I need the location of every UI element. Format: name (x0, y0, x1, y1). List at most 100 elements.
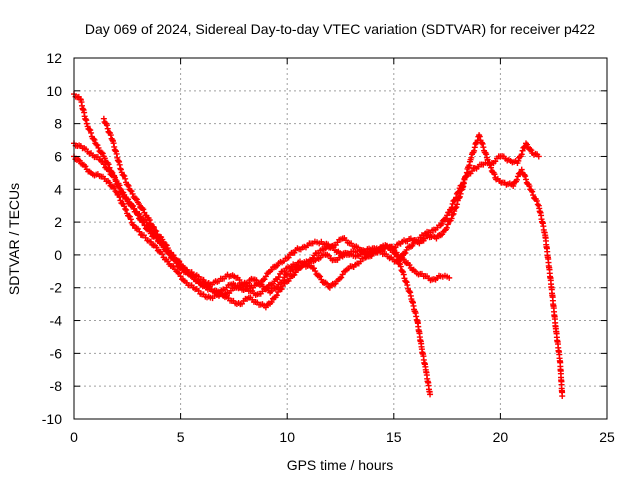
trace-marker (153, 244, 160, 251)
x-tick-label: 0 (70, 429, 78, 445)
trace-marker (454, 201, 461, 208)
trace-marker (457, 190, 464, 197)
data-point (83, 120, 90, 127)
trace-marker (122, 175, 129, 182)
trace-marker (443, 224, 450, 231)
trace-marker (159, 251, 166, 258)
trace-marker (400, 271, 407, 278)
x-tick-label: 25 (599, 429, 615, 445)
trace-marker (146, 227, 153, 234)
trace-marker (90, 135, 97, 142)
trace-marker (513, 176, 520, 183)
trace-marker (123, 206, 130, 213)
x-tick-label: 15 (386, 429, 402, 445)
trace-marker (120, 172, 127, 179)
trace-marker (141, 222, 148, 229)
trace-marker (99, 150, 106, 157)
trace-marker (140, 206, 147, 213)
trace-marker (397, 263, 404, 270)
trace-marker (422, 235, 429, 242)
y-tick-label: 0 (54, 247, 62, 263)
trace-marker (338, 274, 345, 281)
trace-marker (480, 144, 487, 151)
chart-title: Day 069 of 2024, Sidereal Day-to-day VTE… (85, 21, 595, 37)
trace-marker (111, 173, 118, 180)
trace-marker (309, 255, 316, 262)
trace-marker (407, 289, 414, 296)
data-point (117, 166, 124, 173)
trace-marker (456, 193, 463, 200)
trace-marker (522, 173, 529, 180)
trace-marker (278, 286, 285, 293)
trace-marker (443, 215, 450, 222)
y-tick-label: 8 (54, 116, 62, 132)
trace-marker (444, 212, 451, 219)
trace-marker (133, 196, 140, 203)
data-point (100, 115, 107, 122)
data-point (147, 238, 154, 245)
trace-marker (438, 220, 445, 227)
trace-marker (529, 188, 536, 195)
trace-marker (406, 262, 413, 269)
x-axis-label: GPS time / hours (287, 457, 394, 473)
trace-marker (528, 147, 535, 154)
trace-marker (311, 265, 318, 272)
y-tick-label: -6 (50, 345, 63, 361)
trace-marker (402, 278, 409, 285)
trace-marker (95, 144, 102, 151)
trace-marker (285, 254, 292, 261)
trace-marker (441, 216, 448, 223)
trace-marker (136, 228, 143, 235)
trace-marker (476, 133, 483, 140)
trace-marker (275, 274, 282, 281)
trace-marker (86, 126, 93, 133)
trace-marker (268, 299, 275, 306)
trace-marker (106, 168, 113, 175)
trace-marker (189, 273, 196, 280)
trace-marker (515, 157, 522, 164)
trace-marker (125, 182, 132, 189)
trace-marker (518, 151, 525, 158)
trace-marker (533, 197, 540, 204)
trace-marker (123, 195, 130, 202)
trace-marker (132, 195, 139, 202)
trace-marker (404, 282, 411, 289)
trace-marker (91, 136, 98, 143)
y-tick-label: 4 (54, 181, 62, 197)
x-tick-label: 10 (279, 429, 295, 445)
trace-marker (487, 161, 494, 168)
trace-marker (103, 122, 110, 129)
data-point (484, 156, 491, 163)
trace-marker (94, 142, 101, 149)
data-point (122, 205, 129, 212)
data-point (518, 166, 525, 173)
trace-marker (478, 139, 485, 146)
data-point (510, 182, 517, 189)
trace-marker (444, 221, 451, 228)
trace-marker (402, 250, 409, 257)
y-tick-label: -10 (42, 411, 62, 427)
trace-marker (124, 181, 131, 188)
trace-marker (519, 147, 526, 154)
data-point (122, 194, 129, 201)
trace-marker (136, 201, 143, 208)
trace-marker (312, 268, 319, 275)
trace-marker (107, 132, 114, 139)
y-tick-label: -2 (50, 280, 63, 296)
trace-marker (522, 176, 529, 183)
y-tick-label: 6 (54, 148, 62, 164)
series-4 (100, 115, 566, 400)
tick-layer: 0 5 10 15 20 25 -10 -8 -6 -4 -2 0 2 4 6 8 10 12 (42, 50, 615, 445)
data-point (450, 210, 457, 217)
trace-marker (491, 171, 498, 178)
trace-marker (468, 154, 475, 161)
trace-marker (100, 161, 107, 168)
trace-marker (164, 245, 171, 252)
trace-marker (401, 250, 408, 257)
trace-marker (526, 183, 533, 190)
trace-marker (116, 193, 123, 200)
trace-marker (452, 204, 459, 211)
trace-marker (456, 194, 463, 201)
trace-marker (116, 182, 123, 189)
